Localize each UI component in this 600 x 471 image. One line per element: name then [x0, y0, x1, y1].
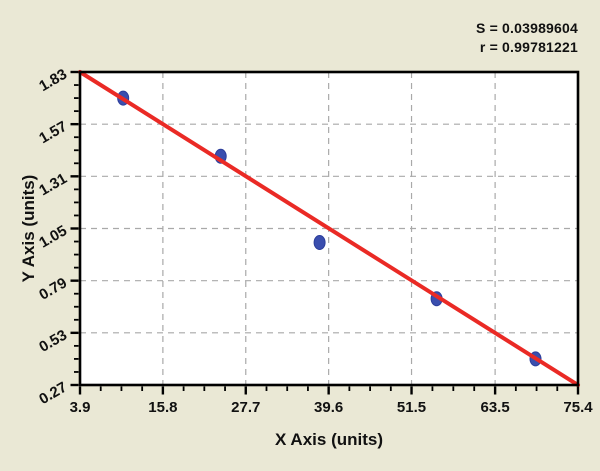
x-tick-label: 27.7	[231, 399, 260, 416]
y-tick-label: 1.31	[36, 170, 70, 199]
data-point	[313, 235, 326, 251]
plot-border	[78, 70, 580, 387]
y-tick-label: 1.57	[36, 118, 70, 147]
y-tick-label: 0.53	[36, 327, 70, 356]
x-tick-label: 75.4	[563, 399, 593, 416]
x-tick-label: 51.5	[397, 399, 426, 416]
x-tick-label: 3.9	[70, 399, 91, 416]
x-axis-label: X Axis (units)	[275, 430, 383, 449]
stats-s-value: S = 0.03989604	[475, 20, 578, 36]
x-tick-label: 63.5	[481, 399, 510, 416]
y-axis-label: Y Axis (units)	[19, 175, 38, 283]
y-tick-label: 0.79	[36, 274, 70, 303]
y-tick-label: 0.27	[36, 379, 70, 408]
y-tick-label: 1.05	[36, 222, 70, 251]
stats-r-value: r = 0.99781221	[479, 39, 578, 55]
y-tick-label: 1.83	[36, 66, 70, 95]
regression-line	[78, 70, 580, 387]
x-tick-label: 15.8	[148, 399, 177, 416]
stats-annotation: S = 0.03989604 r = 0.99781221	[476, 19, 578, 57]
x-tick-label: 39.6	[314, 399, 343, 416]
